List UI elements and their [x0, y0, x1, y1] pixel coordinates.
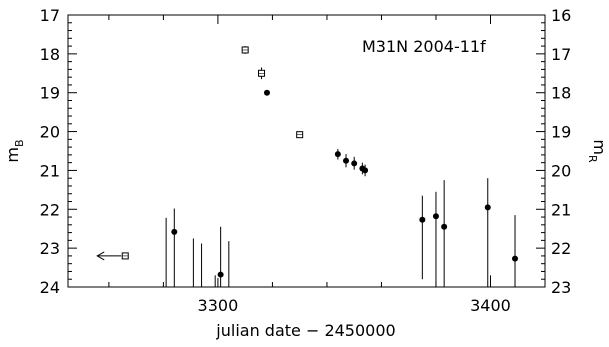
- y-right-tick-label: 19: [551, 123, 571, 142]
- plot-frame: [67, 14, 546, 288]
- svg-text:mB: mB: [3, 139, 26, 162]
- y-left-tick-label: 24: [40, 278, 60, 297]
- y-left-tick-label: 21: [40, 161, 60, 180]
- ticks: 17 18 19 20 21 22 23 24 16 17 18 19 20 21 22 23 3300 3400: [40, 6, 572, 315]
- y-left-sub: B: [13, 139, 26, 147]
- data-point-b: [217, 271, 224, 278]
- y-right-tick-label: 23: [551, 278, 571, 297]
- y-left-tick-label: 23: [40, 239, 60, 258]
- y-right-tick-label: 20: [551, 161, 571, 180]
- data-point-b: [441, 223, 448, 230]
- y-left-tick-label: 19: [40, 84, 60, 103]
- y-axis-left-label: mB: [3, 139, 26, 162]
- y-left-main: m: [3, 147, 22, 163]
- y-left-tick-label: 22: [40, 200, 60, 219]
- y-left-tick-label: 17: [40, 6, 60, 25]
- y-left-tick-label: 20: [40, 123, 60, 142]
- y-right-tick-label: 17: [551, 45, 571, 64]
- y-right-tick-label: 22: [551, 239, 571, 258]
- upper-limit-arrow-head: [96, 251, 105, 261]
- x-tick-label: 3400: [470, 296, 511, 315]
- x-tick-label: 3300: [198, 296, 239, 315]
- y-left-tick-label: 18: [40, 45, 60, 64]
- y-right-main: m: [590, 139, 609, 155]
- y-right-tick-label: 21: [551, 200, 571, 219]
- svg-text:mR: mR: [586, 139, 609, 163]
- x-axis-label: julian date − 2450000: [215, 321, 395, 340]
- data-point-b: [484, 204, 491, 211]
- data-point-b: [512, 255, 519, 262]
- data-point-b: [362, 167, 369, 174]
- data-point-b: [343, 157, 350, 164]
- y-right-sub: R: [586, 155, 599, 163]
- y-right-tick-label: 18: [551, 84, 571, 103]
- y-right-tick-label: 16: [551, 6, 571, 25]
- data-point-b: [334, 151, 341, 158]
- data-point-b: [351, 160, 358, 167]
- data-point-b: [432, 213, 439, 220]
- marks: [96, 46, 519, 287]
- data-point-b: [263, 89, 270, 96]
- y-axis-right-label: mR: [586, 139, 609, 163]
- chart-title: M31N 2004-11f: [362, 37, 486, 56]
- data-point-b: [171, 228, 178, 235]
- data-point-b: [419, 216, 426, 223]
